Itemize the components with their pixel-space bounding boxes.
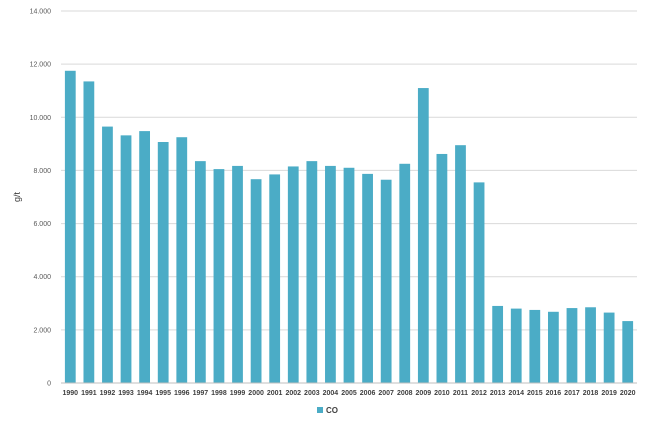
bar-2014 bbox=[510, 308, 522, 383]
x-tick-label: 2016 bbox=[546, 390, 562, 397]
legend-label-co: CO bbox=[326, 406, 338, 415]
x-tick-label: 1998 bbox=[211, 390, 227, 397]
x-tick-label: 2010 bbox=[434, 390, 450, 397]
bar-2002 bbox=[287, 166, 299, 383]
bar-2016 bbox=[547, 311, 559, 383]
bar-1997 bbox=[194, 161, 206, 383]
y-axis-label: g/t bbox=[12, 192, 22, 203]
bar-2007 bbox=[380, 179, 392, 383]
x-tick-label: 2004 bbox=[323, 390, 339, 397]
y-axis-ticks: 0 2.000 4.000 6.000 8.000 10.000 12.000 14.000 bbox=[30, 9, 52, 388]
bar-1993 bbox=[120, 135, 132, 383]
bar-1994 bbox=[139, 131, 151, 383]
bar-2008 bbox=[399, 163, 411, 383]
x-tick-label: 2007 bbox=[378, 390, 394, 397]
x-tick-label: 2014 bbox=[508, 390, 524, 397]
bars bbox=[64, 70, 634, 384]
x-tick-label: 2017 bbox=[564, 390, 580, 397]
x-tick-label: 2012 bbox=[471, 390, 487, 397]
bar-1996 bbox=[176, 137, 188, 383]
x-tick-label: 1990 bbox=[63, 390, 79, 397]
x-tick-label: 1992 bbox=[100, 390, 116, 397]
x-tick-label: 1994 bbox=[137, 390, 153, 397]
bar-2015 bbox=[529, 309, 541, 383]
bar-2000 bbox=[250, 179, 262, 383]
y-tick-label: 2.000 bbox=[33, 327, 51, 334]
y-tick-label: 8.000 bbox=[33, 168, 51, 175]
x-tick-label: 1996 bbox=[174, 390, 190, 397]
x-tick-label: 1993 bbox=[118, 390, 134, 397]
x-axis-ticks: 1990 1991 1992 1993 1994 1995 1996 1997 1998 1999… bbox=[63, 390, 636, 397]
x-tick-label: 2019 bbox=[601, 390, 617, 397]
y-tick-label: 0 bbox=[47, 381, 51, 388]
bar-2017 bbox=[566, 308, 578, 383]
bar-2003 bbox=[306, 161, 318, 383]
legend: CO bbox=[317, 406, 338, 415]
x-tick-label: 2000 bbox=[248, 390, 264, 397]
x-tick-label: 2005 bbox=[341, 390, 357, 397]
bar-2011 bbox=[455, 145, 466, 383]
x-tick-label: 1999 bbox=[230, 390, 246, 397]
y-tick-label: 6.000 bbox=[33, 221, 51, 228]
bar-1998 bbox=[213, 169, 225, 383]
x-tick-label: 2006 bbox=[360, 390, 376, 397]
y-tick-label: 4.000 bbox=[33, 274, 51, 281]
x-tick-label: 2011 bbox=[453, 390, 468, 397]
bar-1992 bbox=[102, 126, 113, 383]
x-tick-label: 2015 bbox=[527, 390, 543, 397]
y-tick-label: 14.000 bbox=[30, 9, 52, 16]
x-tick-label: 2003 bbox=[304, 390, 320, 397]
bar-2006 bbox=[362, 173, 373, 383]
bar-1990 bbox=[64, 70, 76, 384]
x-tick-label: 2008 bbox=[397, 390, 413, 397]
bar-1991 bbox=[83, 81, 95, 384]
x-tick-label: 2020 bbox=[620, 390, 636, 397]
bar-2012 bbox=[473, 182, 485, 383]
bar-2020 bbox=[622, 321, 634, 383]
bar-2005 bbox=[343, 167, 355, 383]
x-tick-label: 1991 bbox=[81, 390, 97, 397]
bar-2010 bbox=[436, 153, 448, 383]
x-tick-label: 2013 bbox=[490, 390, 506, 397]
y-tick-label: 12.000 bbox=[30, 62, 52, 69]
bar-1999 bbox=[232, 165, 243, 383]
x-tick-label: 2009 bbox=[416, 390, 432, 397]
legend-swatch-co bbox=[317, 407, 323, 413]
bar-2013 bbox=[492, 305, 504, 383]
x-tick-label: 2018 bbox=[583, 390, 599, 397]
bar-2001 bbox=[269, 174, 281, 383]
bar-2004 bbox=[325, 165, 336, 383]
bar-2009 bbox=[417, 88, 429, 384]
x-tick-label: 1997 bbox=[193, 390, 209, 397]
y-tick-label: 10.000 bbox=[30, 115, 52, 122]
x-tick-label: 2001 bbox=[267, 390, 283, 397]
bar-2018 bbox=[585, 307, 596, 383]
bar-1995 bbox=[157, 141, 169, 383]
bar-2019 bbox=[603, 312, 615, 383]
x-tick-label: 1995 bbox=[155, 390, 171, 397]
x-tick-label: 2002 bbox=[285, 390, 301, 397]
